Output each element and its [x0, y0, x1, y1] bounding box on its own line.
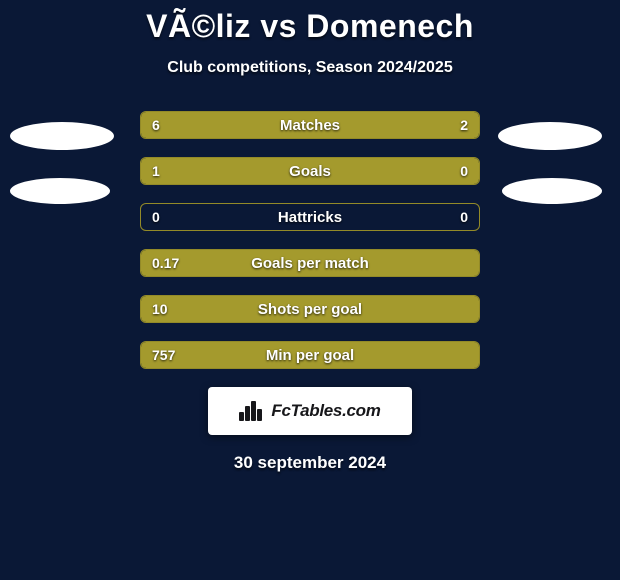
stat-row: 10Shots per goal — [140, 295, 480, 323]
row-label: Goals per match — [140, 249, 480, 277]
row-label: Hattricks — [140, 203, 480, 231]
row-label: Goals — [140, 157, 480, 185]
stat-row: 00Hattricks — [140, 203, 480, 231]
avatar-placeholder-icon — [10, 122, 114, 150]
avatar-placeholder-icon — [502, 178, 602, 204]
player-avatar — [498, 122, 602, 150]
stat-row: 757Min per goal — [140, 341, 480, 369]
stat-row: 62Matches — [140, 111, 480, 139]
avatar-placeholder-icon — [498, 122, 602, 150]
row-label: Min per goal — [140, 341, 480, 369]
badge-text: FcTables.com — [271, 401, 380, 421]
row-label: Matches — [140, 111, 480, 139]
bars-icon — [239, 401, 263, 421]
stat-row: 0.17Goals per match — [140, 249, 480, 277]
page-subtitle: Club competitions, Season 2024/2025 — [0, 59, 620, 77]
player-avatar — [502, 178, 602, 204]
avatar-placeholder-icon — [10, 178, 110, 204]
page-title: VÃ©liz vs Domenech — [0, 8, 620, 45]
source-badge[interactable]: FcTables.com — [208, 387, 412, 435]
player-avatar — [10, 178, 110, 204]
date-label: 30 september 2024 — [0, 453, 620, 473]
player-avatar — [10, 122, 114, 150]
stat-row: 10Goals — [140, 157, 480, 185]
row-label: Shots per goal — [140, 295, 480, 323]
stats-container: 62Matches 10Goals 00Hattricks 0.17Goals per… — [140, 111, 480, 369]
